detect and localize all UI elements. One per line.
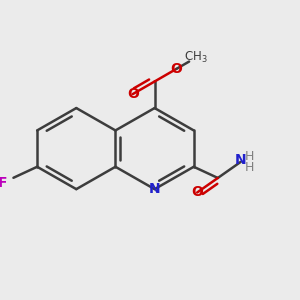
Text: CH$_3$: CH$_3$ <box>184 50 208 65</box>
Text: N: N <box>149 182 161 196</box>
Text: O: O <box>127 87 139 101</box>
Text: N: N <box>235 153 247 167</box>
Text: F: F <box>0 176 8 190</box>
Text: H: H <box>245 150 254 163</box>
Text: O: O <box>191 185 203 200</box>
Text: H: H <box>245 161 254 174</box>
Text: O: O <box>170 62 182 76</box>
